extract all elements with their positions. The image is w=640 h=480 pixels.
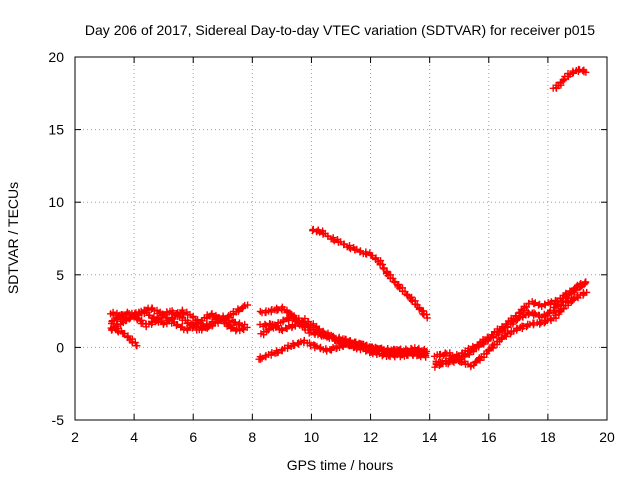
series-track-d	[109, 323, 141, 350]
x-tick-label-7: 16	[481, 429, 497, 445]
y-tick-label-5: 20	[48, 49, 64, 65]
series-track-b	[108, 301, 252, 334]
x-tick-label-2: 6	[189, 429, 197, 445]
x-tick-label-4: 10	[304, 429, 320, 445]
axis-ticks: 2 4 6 8 10 12 14 16 18 20 -5 0 5 10 15 20	[48, 49, 615, 445]
x-tick-label-0: 2	[71, 429, 79, 445]
plot-frame	[74, 56, 608, 421]
x-tick-label-6: 14	[422, 429, 438, 445]
markers-track-m	[549, 65, 590, 92]
chart-title: Day 206 of 2017, Sidereal Day-to-day VTE…	[85, 22, 595, 38]
series-track-i	[309, 225, 431, 322]
y-tick-label-4: 15	[48, 122, 64, 138]
y-axis-label: SDTVAR / TECUs	[5, 182, 21, 294]
x-tick-label-9: 20	[599, 429, 615, 445]
grid-lines	[75, 57, 607, 420]
y-tick-label-0: -5	[52, 412, 65, 428]
markers-track-c	[107, 304, 251, 335]
x-axis-label: GPS time / hours	[287, 457, 394, 473]
x-tick-label-5: 12	[363, 429, 379, 445]
markers-track-l	[430, 288, 591, 371]
y-tick-label-1: 0	[56, 339, 64, 355]
series-track-c	[107, 304, 251, 335]
series-track-m	[549, 65, 590, 92]
x-tick-label-3: 8	[248, 429, 256, 445]
y-tick-label-2: 5	[56, 267, 64, 283]
y-tick-label-3: 10	[48, 194, 64, 210]
series-track-l	[430, 288, 591, 371]
x-tick-label-1: 4	[130, 429, 138, 445]
markers-track-h	[255, 336, 430, 363]
markers-track-d	[109, 323, 141, 350]
series-track-h	[255, 336, 430, 363]
data-series-layer	[107, 65, 591, 371]
plot-border	[74, 56, 608, 421]
x-tick-label-8: 18	[540, 429, 556, 445]
markers-track-i	[309, 225, 431, 322]
markers-track-b	[108, 301, 252, 334]
